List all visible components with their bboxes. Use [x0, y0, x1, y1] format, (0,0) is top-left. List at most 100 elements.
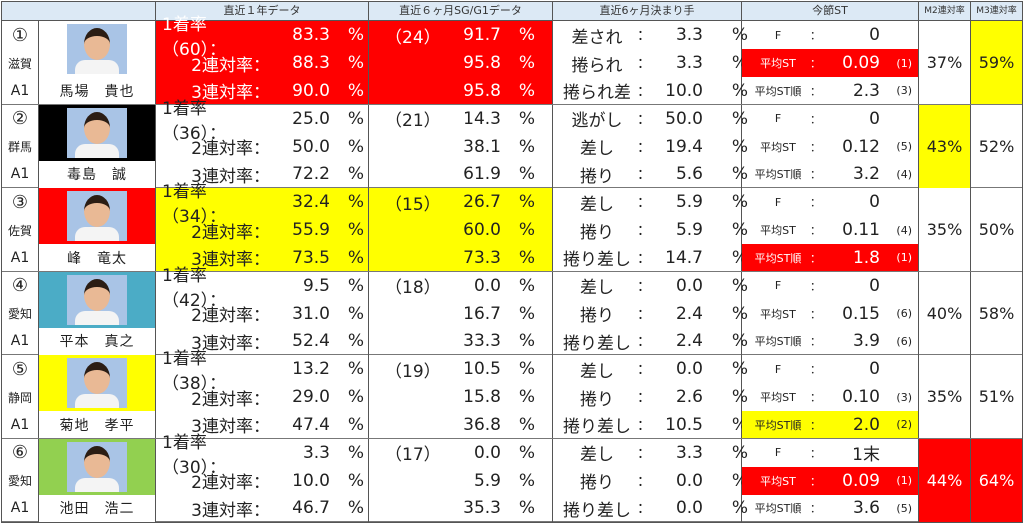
kimarite-label: 捲り差し: [563, 333, 631, 354]
kimarite-data: 差し： 5.9% 捲り： 5.9% 捲り差し： 14.7%: [553, 188, 748, 271]
rate-value: 10.0: [292, 470, 330, 491]
rate-value: 88.3: [292, 53, 330, 73]
st-rank-value: 3.9: [852, 331, 880, 351]
colon: ：: [810, 391, 821, 404]
avg-st-rank: (5): [896, 140, 912, 153]
percent-sign: %: [518, 220, 535, 240]
photo-cell: [39, 355, 156, 411]
sg-line: （19） 10.5%: [369, 355, 552, 383]
st-data: F ： 1末 平均ST ： 0.09 (1) 平均ST順 ： 3.6 (5): [742, 438, 919, 522]
flying-label: F: [774, 279, 782, 292]
one-year-line: 3連対率： 52.4%: [156, 328, 368, 355]
prefecture: 群馬: [2, 132, 39, 161]
kimarite-label: 差し: [580, 194, 614, 215]
motor-3-rate: 50%: [971, 188, 1023, 271]
percent-sign: %: [347, 442, 364, 463]
colon: ：: [637, 111, 651, 128]
sg-line: （21） 14.3%: [369, 105, 552, 133]
sg-line: 5.9%: [369, 467, 552, 495]
label-win-text: 1着率: [162, 15, 207, 35]
boat-number: ⑥: [2, 438, 39, 467]
avg-st-rank: (6): [896, 307, 912, 320]
percent-sign: %: [518, 53, 535, 73]
rate-value: 25.0: [292, 108, 330, 129]
percent-sign: %: [731, 498, 748, 518]
percent-sign: %: [347, 359, 364, 379]
colon: ：: [810, 57, 821, 70]
photo-cell: [39, 21, 156, 77]
sg-value: 5.9: [473, 470, 501, 491]
st-rank-label: 平均ST順: [754, 502, 802, 515]
racer-class: A1: [2, 244, 39, 271]
label-win: 1着率 （42）：: [160, 261, 270, 311]
flying-count: 0: [869, 359, 880, 379]
rate-value: 72.2: [292, 164, 330, 184]
kimarite-line: 捲り： 0.0%: [553, 467, 752, 495]
avg-st-value: 0.10: [842, 387, 880, 407]
label-win: 1着率 （60）：: [160, 10, 270, 60]
flying-line: F ： 0: [742, 272, 918, 300]
avg-st-rank: (4): [896, 223, 912, 237]
sg-value: 91.7: [463, 25, 501, 45]
flying-line: F ： 0: [742, 105, 918, 133]
motor-3-rate: 51%: [971, 355, 1023, 438]
racer-name: 峰 竜太: [39, 244, 156, 271]
kimarite-label: 捲り: [580, 222, 614, 243]
kimarite-label: 差され: [571, 27, 623, 48]
rate-value: 9.5: [302, 275, 330, 296]
kimarite-value: 0.0: [675, 498, 703, 518]
percent-sign: %: [347, 470, 364, 491]
label-rate: 2連対率：: [191, 473, 270, 493]
motor-3-rate: 58%: [971, 271, 1023, 355]
kimarite-label: 捲り: [580, 306, 614, 326]
label-win: 1着率 （36）：: [160, 94, 270, 144]
percent-sign: %: [347, 80, 364, 101]
kimarite-line: 差し ： 19.4%: [553, 133, 752, 161]
win-count: （36）：: [162, 123, 227, 144]
sg-line: 35.3%: [369, 495, 552, 522]
colon: ：: [810, 112, 821, 126]
kimarite-line: 差し ： 3.3%: [553, 439, 752, 467]
avg-st-rank: (1): [896, 56, 912, 70]
one-year-data: 1着率 （36）： 25.0% 2連対率： 50.0% 3連対率： 72.2%: [156, 99, 369, 188]
percent-sign: %: [731, 192, 748, 212]
sg-value: 36.8: [463, 414, 501, 435]
one-year-data: 1着率 （42）： 9.5% 2連対率： 31.0% 3連対率： 52.4%: [156, 266, 369, 355]
avg-st-value: 0.09: [842, 470, 880, 491]
label-rate: 2連対率：: [191, 55, 270, 76]
colon: ：: [637, 362, 651, 378]
colon: ：: [810, 168, 821, 181]
colon: ：: [637, 195, 651, 211]
avg-st-label: 平均ST: [760, 307, 796, 321]
kimarite-line: 捲り差し： 14.7%: [553, 244, 752, 271]
kimarite-line: 差し ： 0.0%: [553, 355, 752, 383]
colon: ：: [637, 501, 651, 517]
percent-sign: %: [347, 498, 364, 518]
st-rank-rank: (1): [896, 251, 912, 264]
colon: ：: [637, 223, 651, 239]
motor-2-rate: 37%: [919, 21, 971, 104]
percent-sign: %: [731, 220, 748, 240]
kimarite-value: 2.4: [675, 303, 703, 324]
one-year-data: 1着率 （60）： 83.3% 2連対率： 88.3% 3連対率： 90.0%: [156, 15, 369, 104]
colon: ：: [810, 279, 821, 293]
kimarite-data: 差し： 0.0% 捲り： 2.6% 捲り差し： 10.5%: [553, 355, 748, 438]
photo-cell: [39, 271, 156, 328]
racer-photo: [67, 441, 127, 492]
rate-value: 32.4: [292, 192, 330, 212]
sg-count: （21）: [385, 111, 441, 131]
kimarite-line: 差し ： 5.9%: [553, 188, 752, 216]
racer-name: 馬場 貴也: [39, 77, 156, 104]
label-rate: 2連対率：: [191, 222, 270, 243]
st-rank-line: 平均ST順 ： 1.8 (1): [742, 244, 918, 271]
percent-sign: %: [347, 25, 364, 45]
colon: ：: [810, 418, 821, 432]
rate-value: 73.5: [292, 247, 330, 268]
sg-line: 61.9%: [369, 161, 552, 188]
sg-value: 95.8: [463, 53, 501, 73]
colon: ：: [637, 167, 651, 183]
kimarite-value: 10.5: [665, 414, 703, 435]
sg-count: （15）: [385, 194, 441, 215]
sg-value: 60.0: [463, 220, 501, 240]
colon: ：: [810, 363, 821, 376]
